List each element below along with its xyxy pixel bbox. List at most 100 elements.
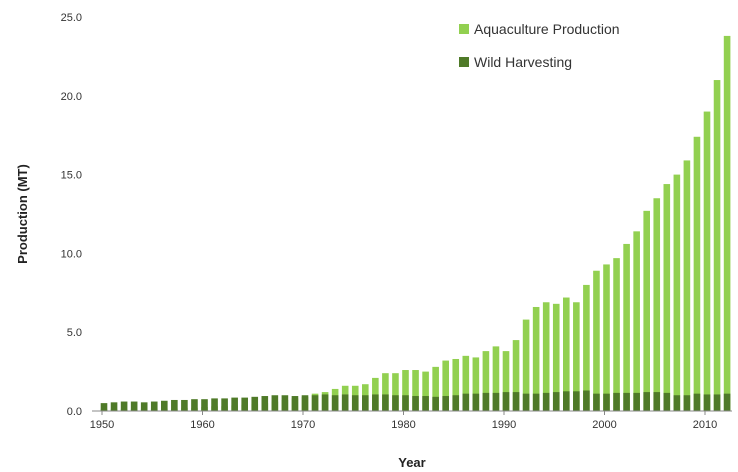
bar-wild-harvesting-2002 [623,392,630,411]
bar-aquaculture-production-2001 [613,258,620,411]
bar-aquaculture-production-1983 [432,366,439,411]
y-axis-title: Production (MT) [15,164,30,264]
bar-aquaculture-production-1982 [422,371,429,411]
x-tick-label: 1970 [291,419,315,431]
x-tick-label: 2000 [592,419,616,431]
bar-wild-harvesting-1955 [150,401,158,411]
bars-group [100,35,731,411]
bar-aquaculture-production-2004 [643,210,650,411]
bar-wild-harvesting-1999 [593,393,600,411]
bar-wild-harvesting-1969 [291,396,299,411]
bar-wild-harvesting-2009 [693,393,701,411]
bar-aquaculture-production-2012 [723,35,731,411]
bar-wild-harvesting-1988 [482,392,490,411]
bar-wild-harvesting-1994 [542,392,550,411]
bar-wild-harvesting-1966 [261,396,269,411]
y-tick-label: 15.0 [61,170,82,182]
bar-aquaculture-production-2003 [633,231,640,411]
bar-wild-harvesting-1987 [472,393,480,411]
y-tick-label: 0.0 [67,406,82,418]
bar-wild-harvesting-1980 [402,395,409,411]
bar-wild-harvesting-2008 [683,395,691,411]
x-tick-label: 2010 [693,419,717,431]
bar-wild-harvesting-1975 [351,395,359,411]
y-tick-label: 5.0 [67,327,82,339]
bar-wild-harvesting-1991 [512,392,520,411]
legend-label-wild-harvesting: Wild Harvesting [474,54,572,70]
bar-wild-harvesting-2012 [723,393,731,411]
bar-wild-harvesting-1951 [110,402,118,411]
bar-wild-harvesting-1957 [171,399,178,411]
bar-wild-harvesting-1958 [181,399,188,411]
bar-wild-harvesting-2005 [653,392,661,411]
bar-aquaculture-production-1981 [412,370,419,411]
bar-wild-harvesting-1977 [372,394,379,411]
bar-wild-harvesting-2000 [603,393,610,411]
bar-aquaculture-production-1980 [402,370,409,411]
bar-wild-harvesting-2001 [613,392,620,411]
y-tick-label: 10.0 [61,248,82,260]
bar-wild-harvesting-1993 [532,393,540,411]
bar-wild-harvesting-1974 [341,394,349,411]
bar-aquaculture-production-1979 [392,373,399,411]
bar-aquaculture-production-1989 [492,346,500,411]
bar-aquaculture-production-2010 [703,111,711,411]
bar-wild-harvesting-1954 [140,402,148,411]
bar-aquaculture-production-1997 [573,302,580,411]
bar-wild-harvesting-1971 [311,395,319,411]
bar-wild-harvesting-1985 [452,395,460,411]
legend-swatch-aquaculture [459,24,469,34]
x-tick-label: 1980 [391,419,415,431]
bar-aquaculture-production-1978 [382,373,389,411]
bar-wild-harvesting-1964 [241,397,248,411]
bar-wild-harvesting-1995 [552,392,560,411]
bar-wild-harvesting-1956 [161,400,168,411]
bar-wild-harvesting-1978 [382,394,389,411]
bar-aquaculture-production-1985 [452,358,460,411]
x-tick-label: 1960 [190,419,214,431]
bar-wild-harvesting-2007 [673,395,681,411]
bar-aquaculture-production-1984 [442,360,449,411]
bar-aquaculture-production-1991 [512,340,520,411]
bar-aquaculture-production-2006 [663,184,671,411]
bar-aquaculture-production-1995 [552,303,560,411]
bar-wild-harvesting-1973 [331,395,339,411]
legend-label-aquaculture: Aquaculture Production [474,21,620,37]
legend: Aquaculture Production Wild Harvesting [459,21,620,70]
bar-wild-harvesting-1981 [412,396,419,411]
bar-aquaculture-production-2008 [683,160,691,411]
bar-wild-harvesting-1959 [191,399,198,411]
bar-wild-harvesting-1997 [573,391,580,411]
bar-wild-harvesting-1965 [251,396,259,411]
bar-wild-harvesting-1952 [120,401,128,411]
bar-wild-harvesting-1989 [492,392,500,411]
bar-aquaculture-production-1994 [542,302,550,411]
x-axis-ticks: 1950 1960 1970 1980 1990 2000 2010 [90,411,717,431]
bar-aquaculture-production-2007 [673,174,681,411]
bar-wild-harvesting-2003 [633,392,640,411]
bar-aquaculture-production-1999 [593,270,600,411]
bar-wild-harvesting-1968 [281,395,289,411]
bar-aquaculture-production-2002 [623,243,630,411]
y-tick-label: 25.0 [61,12,82,24]
bar-wild-harvesting-1961 [211,398,218,411]
bar-wild-harvesting-1984 [442,396,449,411]
bar-wild-harvesting-2006 [663,392,671,411]
bar-wild-harvesting-1950 [100,403,108,411]
bar-wild-harvesting-1962 [221,398,228,411]
bar-wild-harvesting-1960 [201,399,208,411]
bar-aquaculture-production-2011 [713,80,721,411]
bar-wild-harvesting-1996 [563,391,570,411]
x-tick-label: 1990 [492,419,516,431]
y-tick-label: 20.0 [61,91,82,103]
bar-aquaculture-production-2005 [653,198,661,411]
bar-aquaculture-production-1998 [583,284,590,411]
bar-wild-harvesting-1963 [231,397,238,411]
bar-wild-harvesting-1998 [583,390,590,411]
bar-aquaculture-production-1992 [522,319,530,411]
bar-wild-harvesting-1986 [462,393,470,411]
bar-wild-harvesting-1983 [432,396,439,411]
bar-aquaculture-production-1988 [482,351,490,411]
bar-aquaculture-production-1987 [472,357,480,411]
